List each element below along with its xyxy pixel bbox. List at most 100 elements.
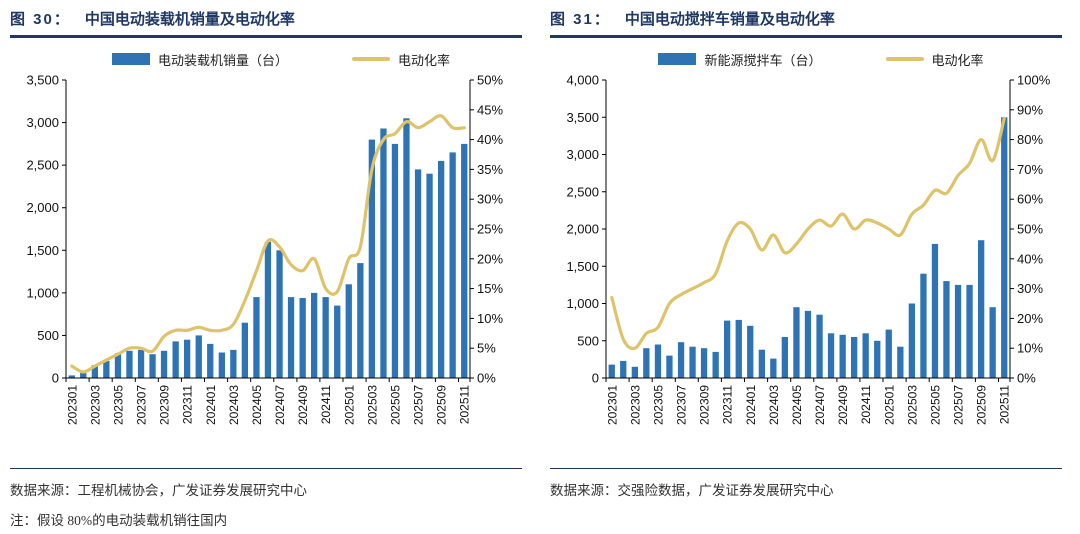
figure-31-header: 图 31： 中国电动搅拌车销量及电动化率	[550, 6, 1062, 35]
figure-31-panel: 图 31： 中国电动搅拌车销量及电动化率 新能源搅拌车（台） 电动化率 0 500…	[540, 0, 1080, 534]
svg-text:1,500: 1,500	[26, 243, 59, 258]
svg-text:60%: 60%	[1017, 192, 1043, 207]
svg-text:1,500: 1,500	[566, 259, 599, 274]
svg-text:0: 0	[592, 371, 599, 386]
svg-text:202305: 202305	[651, 385, 665, 425]
svg-text:3,000: 3,000	[26, 115, 59, 130]
svg-text:15%: 15%	[477, 281, 503, 296]
svg-text:3,500: 3,500	[566, 110, 599, 125]
svg-text:202403: 202403	[227, 385, 241, 425]
svg-text:202505: 202505	[929, 385, 943, 425]
svg-text:30%: 30%	[477, 192, 503, 207]
svg-text:2,000: 2,000	[26, 200, 59, 215]
svg-text:30%: 30%	[1017, 281, 1043, 296]
svg-text:20%: 20%	[477, 251, 503, 266]
figure-31-source-text: 数据来源：交强险数据，广发证券发展研究中心	[550, 483, 834, 498]
svg-text:500: 500	[37, 328, 59, 343]
svg-text:1,000: 1,000	[566, 296, 599, 311]
legend-item-line: 电动化率	[352, 50, 450, 69]
svg-text:202409: 202409	[296, 385, 310, 425]
svg-text:202511: 202511	[998, 385, 1012, 424]
svg-text:1,000: 1,000	[26, 285, 59, 300]
svg-text:202405: 202405	[250, 385, 264, 425]
svg-text:202311: 202311	[721, 385, 735, 424]
figure-30-title-rule	[10, 35, 522, 38]
svg-text:202303: 202303	[88, 385, 102, 425]
line-swatch-icon	[885, 57, 924, 61]
legend-bar-label: 新能源搅拌车（台）	[704, 52, 822, 68]
svg-text:35%: 35%	[477, 162, 503, 177]
svg-text:202407: 202407	[813, 385, 827, 425]
svg-text:202503: 202503	[905, 385, 919, 425]
svg-text:4,000: 4,000	[566, 73, 599, 88]
svg-text:40%: 40%	[477, 132, 503, 147]
figure-31-legend: 新能源搅拌车（台） 电动化率	[580, 48, 1062, 70]
svg-text:100%: 100%	[1017, 73, 1051, 88]
figure-31-source-divider	[550, 468, 1062, 469]
svg-text:202301: 202301	[65, 385, 79, 425]
svg-text:202501: 202501	[882, 385, 896, 425]
svg-text:0: 0	[52, 371, 59, 386]
legend-item-line: 电动化率	[885, 50, 984, 69]
svg-text:3,000: 3,000	[566, 147, 599, 162]
figure-31-label: 图 31：	[550, 11, 611, 28]
figure-30-header: 图 30： 中国电动装载机销量及电动化率	[10, 6, 522, 35]
svg-text:202507: 202507	[952, 385, 966, 425]
svg-text:202307: 202307	[675, 385, 689, 425]
svg-text:10%: 10%	[1017, 341, 1043, 356]
figure-30-label: 图 30：	[10, 11, 71, 28]
svg-text:500: 500	[577, 333, 599, 348]
svg-text:202409: 202409	[836, 385, 850, 425]
svg-text:202407: 202407	[273, 385, 287, 425]
legend-bar-label: 电动装载机销量（台）	[157, 52, 288, 68]
svg-text:3,500: 3,500	[26, 73, 59, 88]
svg-text:202411: 202411	[859, 385, 873, 424]
svg-text:202507: 202507	[412, 385, 426, 425]
svg-text:70%: 70%	[1017, 162, 1043, 177]
legend-line-label: 电动化率	[931, 52, 984, 68]
svg-text:50%: 50%	[477, 73, 503, 88]
svg-text:202303: 202303	[628, 385, 642, 425]
svg-text:45%: 45%	[477, 102, 503, 117]
bar-swatch-icon	[111, 53, 150, 65]
figure-30-panel: 图 30： 中国电动装载机销量及电动化率 电动装载机销量（台） 电动化率 0 50…	[10, 6, 522, 528]
svg-text:2,500: 2,500	[566, 184, 599, 199]
svg-text:2,000: 2,000	[566, 222, 599, 237]
svg-text:202405: 202405	[790, 385, 804, 425]
svg-text:202301: 202301	[605, 385, 619, 425]
figure-30-title: 中国电动装载机销量及电动化率	[84, 11, 295, 28]
svg-text:25%: 25%	[477, 222, 503, 237]
loader-sales-chart: 0 500 1,000 1,500 2,000 2,500 3,000 3,500 0% 5% 10…	[26, 73, 503, 426]
svg-text:80%: 80%	[1017, 132, 1043, 147]
svg-text:40%: 40%	[1017, 251, 1043, 266]
svg-text:202307: 202307	[135, 385, 149, 425]
svg-text:202509: 202509	[435, 385, 449, 425]
svg-text:202505: 202505	[389, 385, 403, 425]
svg-text:202403: 202403	[767, 385, 781, 425]
svg-text:202309: 202309	[158, 385, 172, 425]
svg-text:202501: 202501	[342, 385, 356, 425]
figure-30-legend: 电动装载机销量（台） 电动化率	[40, 48, 522, 70]
svg-text:202311: 202311	[181, 385, 195, 424]
svg-text:50%: 50%	[1017, 222, 1043, 237]
figure-30-source-divider	[10, 468, 522, 469]
svg-text:0%: 0%	[477, 371, 496, 386]
svg-text:202401: 202401	[204, 385, 218, 425]
svg-text:202305: 202305	[111, 385, 125, 425]
line-swatch-icon	[352, 57, 390, 61]
legend-item-bar: 新能源搅拌车（台）	[658, 50, 822, 69]
figure-30-source-text: 数据来源：工程机械协会，广发证券发展研究中心	[10, 483, 307, 498]
legend-line-label: 电动化率	[398, 52, 451, 68]
svg-text:5%: 5%	[477, 341, 496, 356]
svg-text:202411: 202411	[319, 385, 333, 424]
svg-text:20%: 20%	[1017, 311, 1043, 326]
svg-text:202503: 202503	[365, 385, 379, 425]
svg-text:202401: 202401	[744, 385, 758, 425]
svg-text:90%: 90%	[1017, 102, 1043, 117]
svg-text:2,500: 2,500	[26, 158, 59, 173]
legend-item-bar: 电动装载机销量（台）	[111, 50, 288, 69]
svg-text:0%: 0%	[1017, 371, 1036, 386]
mixer-truck-sales-chart: 0 500 1,000 1,500 2,000 2,500 3,000 3,500 4,000 0…	[566, 73, 1051, 426]
figure-31-title-rule	[550, 35, 1062, 38]
